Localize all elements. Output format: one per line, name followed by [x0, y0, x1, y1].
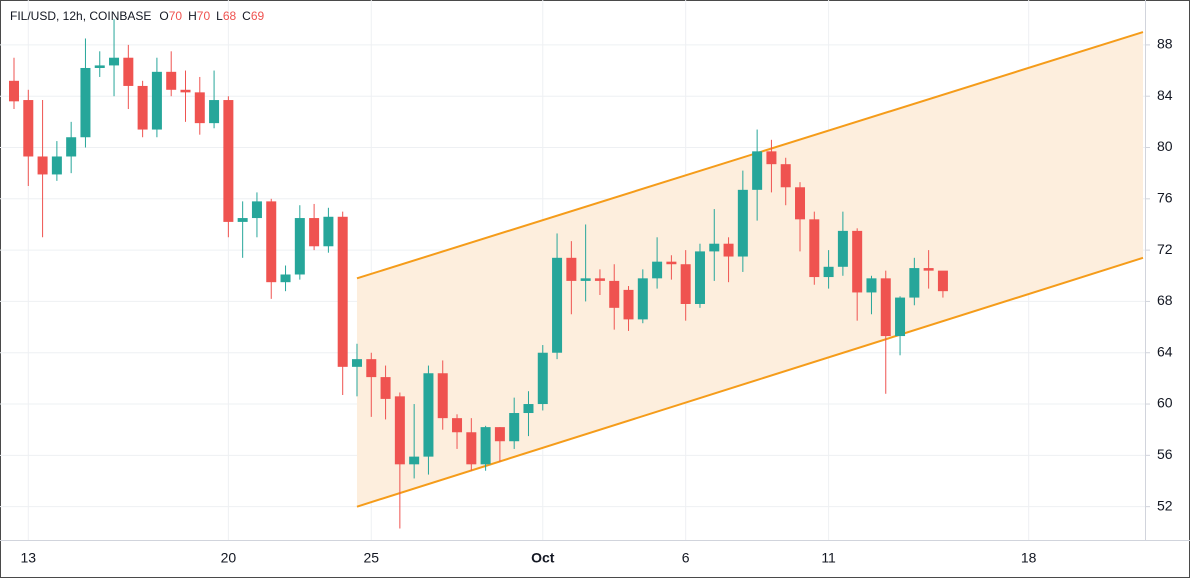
- ohlc-label: C: [242, 9, 251, 23]
- candle-body: [380, 377, 391, 399]
- candle-body: [166, 71, 177, 90]
- y-tick-label: 84: [1157, 87, 1173, 103]
- x-tick-label: 18: [1021, 550, 1037, 566]
- candle-body: [494, 427, 505, 442]
- x-tick-label: 25: [363, 550, 379, 566]
- candle-body: [151, 71, 162, 130]
- candle-body: [666, 261, 677, 265]
- candle-body: [795, 187, 806, 220]
- candle-body: [580, 278, 591, 281]
- candle-body: [351, 359, 362, 367]
- ohlc-value: 70: [169, 9, 183, 23]
- candle-body: [766, 151, 777, 165]
- x-tick-label: 6: [682, 550, 690, 566]
- candle-body: [194, 92, 205, 124]
- candle-body: [8, 80, 20, 102]
- y-tick-label: 80: [1157, 138, 1173, 154]
- candle-body: [552, 257, 563, 353]
- candle-body: [809, 219, 820, 278]
- candle-body: [237, 218, 248, 222]
- candle-body: [180, 89, 191, 93]
- candle-body: [51, 156, 62, 175]
- candle-body: [266, 201, 277, 283]
- ohlc-value: 69: [251, 9, 265, 23]
- candle-body: [594, 278, 605, 281]
- y-tick-label: 60: [1157, 395, 1173, 411]
- plot: [8, 19, 1144, 529]
- ohlc-label: O: [159, 9, 168, 23]
- y-tick-label: 76: [1157, 190, 1173, 206]
- y-tick-label: 72: [1157, 241, 1173, 257]
- candle-body: [137, 85, 148, 130]
- ohlc-label: H: [188, 9, 197, 23]
- candle-body: [709, 243, 720, 252]
- candle-body: [251, 201, 262, 219]
- candle-body: [895, 297, 906, 337]
- candle-body: [880, 278, 891, 337]
- candle-body: [37, 156, 48, 175]
- ohlc-label: L: [216, 9, 223, 23]
- candle-body: [309, 218, 320, 247]
- candle-body: [566, 257, 577, 281]
- candle-body: [423, 373, 434, 457]
- candle-body: [737, 189, 748, 257]
- candle-body: [780, 164, 791, 188]
- candle-body: [852, 230, 863, 293]
- candle-body: [437, 373, 448, 419]
- candle-body: [752, 151, 763, 190]
- candle-body: [623, 289, 634, 320]
- candle-body: [837, 230, 848, 267]
- ohlc: O70 H70 L68 C69: [159, 9, 264, 23]
- candle-body: [823, 266, 834, 278]
- candle-body: [294, 218, 305, 275]
- candle-body: [923, 268, 934, 271]
- x-tick-label: 20: [221, 550, 237, 566]
- candle-body: [366, 359, 377, 378]
- ohlc-value: 68: [223, 9, 237, 23]
- candle-body: [94, 65, 105, 68]
- y-tick-label: 56: [1157, 446, 1173, 462]
- candle-body: [66, 137, 77, 157]
- candle-body: [866, 278, 877, 293]
- symbol: FIL/USD, 12h, COINBASE: [10, 9, 151, 23]
- candle-body: [123, 57, 134, 86]
- candle-body: [637, 278, 648, 320]
- candle-body: [523, 404, 534, 414]
- y-tick-label: 88: [1157, 36, 1173, 52]
- candle-body: [652, 261, 663, 279]
- candle-body: [109, 57, 120, 66]
- candle-body: [680, 264, 691, 304]
- x-tick-label: Oct: [531, 550, 555, 566]
- candle-body: [280, 274, 291, 283]
- candle-body: [480, 427, 491, 465]
- y-tick-label: 68: [1157, 292, 1173, 308]
- candle-body: [23, 100, 34, 157]
- header: FIL/USD, 12h, COINBASE O70 H70 L68 C69: [10, 9, 265, 23]
- candle-body: [694, 251, 705, 304]
- candle-body: [723, 243, 734, 257]
- y-tick-label: 52: [1157, 497, 1173, 513]
- candle-body: [937, 270, 948, 292]
- candle-body: [609, 280, 620, 308]
- candle-body: [223, 100, 234, 222]
- candle-body: [509, 413, 520, 442]
- candle-body: [209, 100, 220, 124]
- candle-body: [337, 216, 348, 367]
- candle-body: [466, 432, 477, 465]
- candle-body: [323, 216, 334, 247]
- x-tick-label: 11: [821, 550, 836, 566]
- candle-body: [394, 396, 405, 465]
- candle-body: [537, 352, 548, 405]
- channel-upper: [356, 31, 1144, 280]
- candle-body: [909, 268, 920, 298]
- candle-body: [80, 67, 91, 138]
- y-tick-label: 64: [1157, 343, 1173, 359]
- channel-fill: [356, 32, 1144, 507]
- candle-body: [452, 418, 463, 433]
- channel-lower: [356, 256, 1144, 508]
- ohlc-value: 70: [197, 9, 211, 23]
- x-tick-label: 13: [21, 550, 37, 566]
- candle-body: [409, 456, 420, 465]
